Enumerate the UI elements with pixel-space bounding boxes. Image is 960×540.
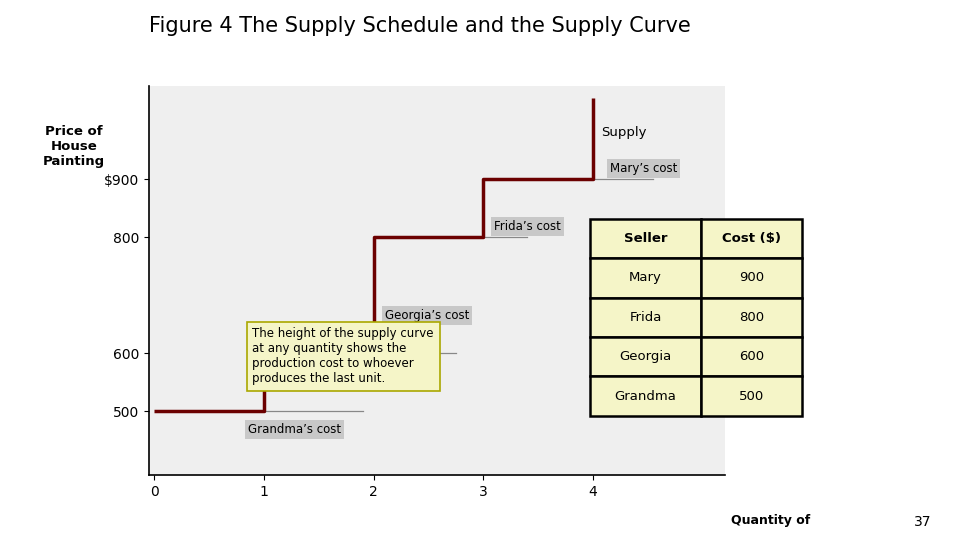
Text: Georgia’s cost: Georgia’s cost — [385, 309, 469, 322]
Text: Frida: Frida — [630, 310, 661, 324]
Text: Cost ($): Cost ($) — [722, 232, 780, 245]
Text: Quantity of: Quantity of — [731, 514, 810, 527]
Text: 600: 600 — [738, 350, 764, 363]
Text: 37: 37 — [914, 515, 931, 529]
Text: Georgia: Georgia — [619, 350, 672, 363]
Text: Figure 4 The Supply Schedule and the Supply Curve: Figure 4 The Supply Schedule and the Sup… — [149, 16, 690, 36]
Text: Grandma’s cost: Grandma’s cost — [248, 423, 341, 436]
Text: 800: 800 — [738, 310, 764, 324]
Text: Frida’s cost: Frida’s cost — [494, 220, 562, 233]
Text: Seller: Seller — [624, 232, 667, 245]
Text: Price of
House
Painting: Price of House Painting — [43, 125, 105, 168]
Text: 900: 900 — [738, 271, 764, 285]
Text: Mary: Mary — [629, 271, 662, 285]
Text: Mary’s cost: Mary’s cost — [610, 163, 677, 176]
Text: 500: 500 — [738, 389, 764, 403]
Text: Supply: Supply — [601, 126, 646, 139]
Text: The height of the supply curve
at any quantity shows the
production cost to whoe: The height of the supply curve at any qu… — [252, 327, 434, 386]
Text: Grandma: Grandma — [614, 389, 677, 403]
